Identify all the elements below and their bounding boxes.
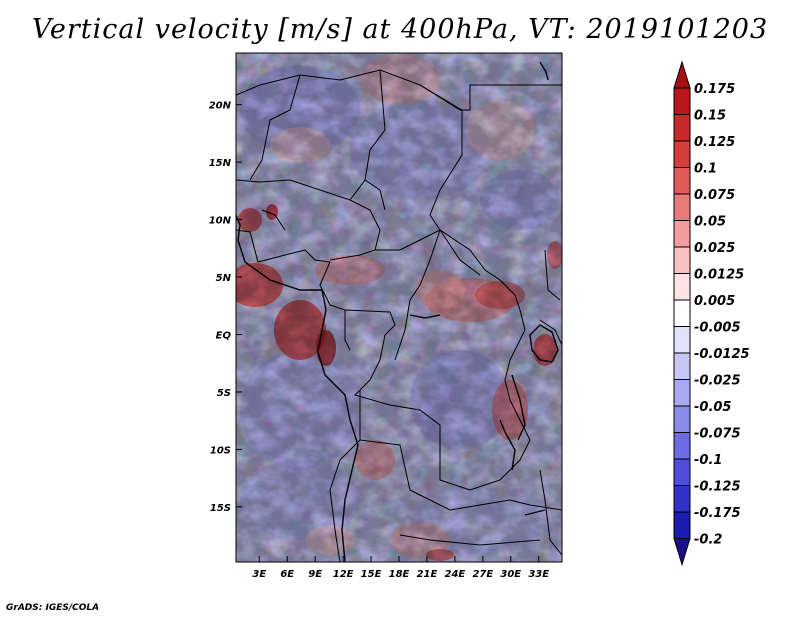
colorbar-label: 0.175 bbox=[694, 82, 735, 97]
colorbar: 0.175 0.15 0.125 0.1 0.075 0.05 0.025 0.0125 0.0… bbox=[673, 60, 750, 567]
colorbar-label: -0.005 bbox=[694, 321, 741, 336]
lon-tick-label: 21E bbox=[417, 569, 438, 580]
lon-tick-label: 18E bbox=[389, 569, 410, 580]
colorbar-label: -0.025 bbox=[694, 374, 741, 389]
colorbar-label: -0.1 bbox=[694, 453, 722, 468]
colorbar-label: 0.1 bbox=[694, 162, 717, 177]
lon-tick-label: 30E bbox=[500, 569, 521, 580]
lon-tick-label: 12E bbox=[333, 569, 354, 580]
lon-tick-label: 6E bbox=[280, 569, 294, 580]
colorbar-label: -0.0125 bbox=[694, 347, 750, 362]
lat-tick-label: 15S bbox=[210, 503, 231, 514]
colorbar-label: -0.2 bbox=[694, 533, 722, 548]
coastline bbox=[236, 61, 559, 562]
colorbar-label: -0.125 bbox=[694, 480, 741, 495]
colorbar-label: 0.075 bbox=[694, 188, 735, 203]
colorbar-bottom-arrow bbox=[673, 538, 691, 567]
colorbar-bin bbox=[673, 511, 691, 539]
lon-tick-label: 3E bbox=[252, 569, 266, 580]
colorbar-bin bbox=[673, 432, 691, 460]
lon-tick-label: 9E bbox=[308, 569, 322, 580]
colorbar-bin bbox=[673, 273, 691, 301]
lat-tick-label: 5N bbox=[216, 273, 232, 284]
colorbar-bin bbox=[673, 140, 691, 168]
colorbar-top-arrow bbox=[673, 60, 691, 89]
lon-tick-label: 24E bbox=[445, 569, 466, 580]
colorbar-label: 0.125 bbox=[694, 135, 735, 150]
colorbar-bin bbox=[673, 87, 691, 115]
colorbar-bin bbox=[673, 299, 691, 327]
colorbar-label: -0.075 bbox=[694, 427, 741, 442]
colorbar-bin bbox=[673, 246, 691, 274]
colorbar-bin bbox=[673, 114, 691, 142]
lat-tick-label: EQ bbox=[216, 331, 232, 342]
colorbar-bin bbox=[673, 167, 691, 195]
colorbar-bin bbox=[673, 220, 691, 248]
lat-tick-label: 10N bbox=[209, 216, 232, 227]
colorbar-label: -0.175 bbox=[694, 506, 741, 521]
lon-tick-label: 27E bbox=[472, 569, 493, 580]
colorbar-bin bbox=[673, 458, 691, 486]
axis-ticks: 3E 6E 9E 12E 15E 18E 21E 24E 27E 30E 33E 20N 15N 10N 5… bbox=[209, 101, 550, 580]
lon-tick-label: 15E bbox=[361, 569, 382, 580]
colorbar-bin bbox=[673, 379, 691, 407]
lat-tick-label: 5S bbox=[217, 388, 231, 399]
lon-tick-label: 33E bbox=[528, 569, 549, 580]
lat-tick-label: 20N bbox=[209, 101, 232, 112]
colorbar-label: -0.05 bbox=[694, 400, 731, 415]
colorbar-label: 0.15 bbox=[694, 109, 726, 124]
colorbar-label: 0.0125 bbox=[694, 268, 744, 283]
colorbar-bin bbox=[673, 326, 691, 354]
colorbar-bin bbox=[673, 485, 691, 513]
colorbar-bin bbox=[673, 405, 691, 433]
colorbar-label: 0.05 bbox=[694, 215, 726, 230]
grads-credit: GrADS: IGES/COLA bbox=[6, 603, 100, 613]
colorbar-bin bbox=[673, 352, 691, 380]
colorbar-label: 0.025 bbox=[694, 241, 735, 256]
colorbar-bin bbox=[673, 193, 691, 221]
vertical-velocity-field bbox=[236, 53, 562, 562]
map-title: Vertical velocity [m/s] at 400hPa, VT: 2… bbox=[31, 14, 769, 45]
lat-tick-label: 15N bbox=[209, 158, 232, 169]
country-borders bbox=[236, 69, 562, 562]
colorbar-label: 0.005 bbox=[694, 294, 735, 309]
lat-tick-label: 10S bbox=[210, 445, 231, 456]
